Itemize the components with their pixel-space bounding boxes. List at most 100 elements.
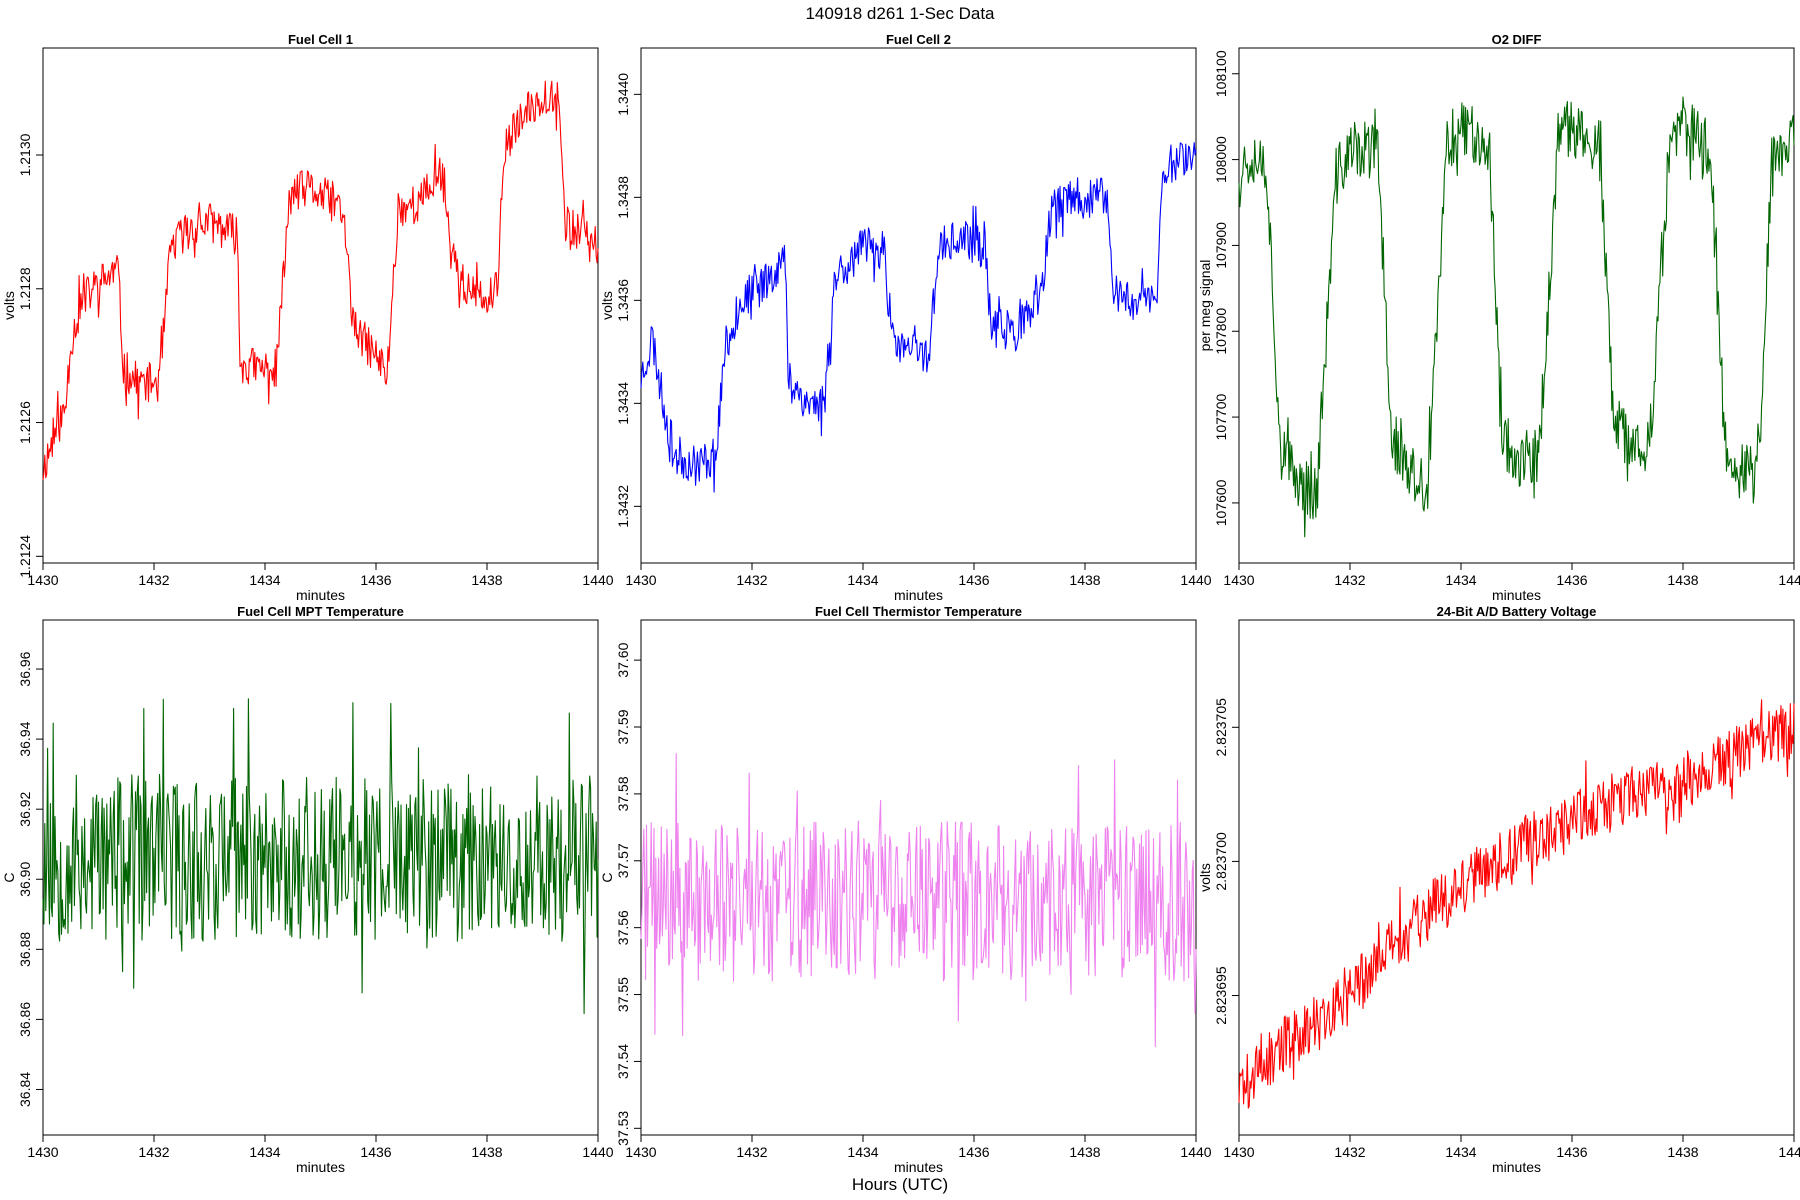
chart-panel-3: O2 DIFF 1430 1432 1434 1436 1438 1440 minutes 10…	[1197, 32, 1800, 603]
x-tick-label: 1436	[1556, 572, 1587, 588]
y-tick-label: 1.3432	[615, 485, 631, 528]
x-tick-label: 1430	[27, 572, 58, 588]
x-tick-label: 1430	[1223, 572, 1254, 588]
x-tick-label: 1432	[1334, 572, 1365, 588]
y-tick-label: 2.823705	[1213, 698, 1229, 757]
x-tick-label: 1434	[249, 1144, 280, 1160]
x-tick-label: 1434	[249, 572, 280, 588]
x-tick-label: 1430	[625, 1144, 656, 1160]
y-tick-label: 107600	[1213, 479, 1229, 526]
x-axis-label: minutes	[296, 1159, 345, 1175]
x-tick-label: 1438	[471, 1144, 502, 1160]
y-tick-label: 1.2126	[17, 401, 33, 444]
y-axis-label: volts	[1, 291, 17, 320]
x-axis-label: minutes	[894, 1159, 943, 1175]
y-axis-label: C	[599, 872, 615, 882]
y-tick-label: 1.3436	[615, 279, 631, 322]
x-tick-label: 1432	[736, 1144, 767, 1160]
x-axis-label: minutes	[894, 587, 943, 603]
y-tick-label: 1.2124	[17, 535, 33, 578]
x-axis-label: minutes	[1492, 1159, 1541, 1175]
x-tick-label: 1440	[1778, 1144, 1800, 1160]
x-tick-label: 1440	[1180, 1144, 1211, 1160]
y-axis-label: volts	[599, 291, 615, 320]
y-tick-label: 1.3438	[615, 176, 631, 219]
chart-panel-4: Fuel Cell MPT Temperature 1430 1432 1434 143…	[1, 604, 614, 1175]
x-tick-label: 1434	[1445, 1144, 1476, 1160]
x-tick-label: 1436	[1556, 1144, 1587, 1160]
y-axis: 37.53 37.54 37.55 37.56 37.57 37.58 37.59 37.60…	[599, 642, 641, 1146]
y-tick-label: 2.823700	[1213, 832, 1229, 891]
x-tick-label: 1436	[958, 1144, 989, 1160]
x-tick-label: 1432	[138, 572, 169, 588]
x-tick-label: 1430	[27, 1144, 58, 1160]
chart-title: O2 DIFF	[1492, 32, 1542, 47]
y-tick-label: 37.53	[615, 1111, 631, 1146]
x-axis: 1430 1432 1434 1436 1438 1440 minutes	[1223, 562, 1800, 603]
y-tick-label: 36.86	[17, 1002, 33, 1037]
series-line	[42, 698, 599, 1015]
series-line	[1238, 96, 1795, 538]
y-axis: 1.3432 1.3434 1.3436 1.3438 1.3440 volts	[599, 73, 641, 528]
y-tick-label: 108000	[1213, 136, 1229, 183]
y-tick-label: 37.55	[615, 977, 631, 1012]
y-tick-label: 36.92	[17, 791, 33, 826]
x-tick-label: 1440	[1778, 572, 1800, 588]
x-tick-label: 1438	[1667, 572, 1698, 588]
chart-title: Fuel Cell Thermistor Temperature	[815, 604, 1022, 619]
y-tick-label: 37.60	[615, 642, 631, 677]
y-tick-label: 36.96	[17, 651, 33, 686]
x-axis-label: minutes	[296, 587, 345, 603]
x-axis: 1430 1432 1434 1436 1438 1440 minutes	[625, 562, 1212, 603]
series-line	[640, 142, 1197, 493]
x-tick-label: 1438	[1667, 1144, 1698, 1160]
series-line	[42, 80, 599, 480]
x-tick-label: 1438	[1069, 1144, 1100, 1160]
y-axis: 36.84 36.86 36.88 36.90 36.92 36.94 36.96 C	[1, 651, 43, 1107]
y-tick-label: 1.3440	[615, 73, 631, 116]
chart-title: Fuel Cell 2	[886, 32, 951, 47]
y-tick-label: 36.88	[17, 932, 33, 967]
y-tick-label: 36.90	[17, 862, 33, 897]
x-tick-label: 1438	[1069, 572, 1100, 588]
x-tick-label: 1440	[1180, 572, 1211, 588]
chart-title: Fuel Cell 1	[288, 32, 353, 47]
y-tick-label: 1.3434	[615, 382, 631, 425]
panels: Fuel Cell 1 1430 1432 1434 1436 1438 1440 minut…	[1, 32, 1800, 1175]
x-tick-label: 1440	[582, 572, 613, 588]
x-tick-label: 1438	[471, 572, 502, 588]
x-tick-label: 1432	[1334, 1144, 1365, 1160]
y-tick-label: 36.94	[17, 721, 33, 756]
x-tick-label: 1432	[138, 1144, 169, 1160]
x-axis-label: minutes	[1492, 587, 1541, 603]
chart-panel-5: Fuel Cell Thermistor Temperature 1430 1432…	[599, 604, 1212, 1175]
y-axis: 107600 107700 107800 107900 108000 108100 per …	[1197, 50, 1239, 526]
y-tick-label: 107800	[1213, 308, 1229, 355]
chart-title: Fuel Cell MPT Temperature	[237, 604, 404, 619]
x-tick-label: 1434	[1445, 572, 1476, 588]
x-tick-label: 1430	[625, 572, 656, 588]
y-axis: 2.823695 2.823700 2.823705 volts	[1197, 698, 1239, 1025]
x-tick-label: 1440	[582, 1144, 613, 1160]
y-tick-label: 2.823695	[1213, 966, 1229, 1025]
y-axis-label: C	[1, 872, 17, 882]
chart-panel-2: Fuel Cell 2 1430 1432 1434 1436 1438 1440 minut…	[599, 32, 1212, 603]
y-tick-label: 37.56	[615, 910, 631, 945]
series-line	[1238, 699, 1795, 1109]
x-tick-label: 1436	[958, 572, 989, 588]
y-tick-label: 37.54	[615, 1044, 631, 1079]
x-axis: 1430 1432 1434 1436 1438 1440 minutes	[1223, 1134, 1800, 1175]
x-tick-label: 1436	[360, 572, 391, 588]
y-tick-label: 108100	[1213, 50, 1229, 97]
chart-title: 24-Bit A/D Battery Voltage	[1437, 604, 1597, 619]
x-axis: 1430 1432 1434 1436 1438 1440 minutes	[27, 1134, 614, 1175]
y-tick-label: 37.59	[615, 709, 631, 744]
x-axis: 1430 1432 1434 1436 1438 1440 minutes	[625, 1134, 1212, 1175]
y-tick-label: 107700	[1213, 394, 1229, 441]
figure-title: 140918 d261 1-Sec Data	[805, 4, 995, 23]
y-tick-label: 107900	[1213, 222, 1229, 269]
y-tick-label: 37.58	[615, 776, 631, 811]
